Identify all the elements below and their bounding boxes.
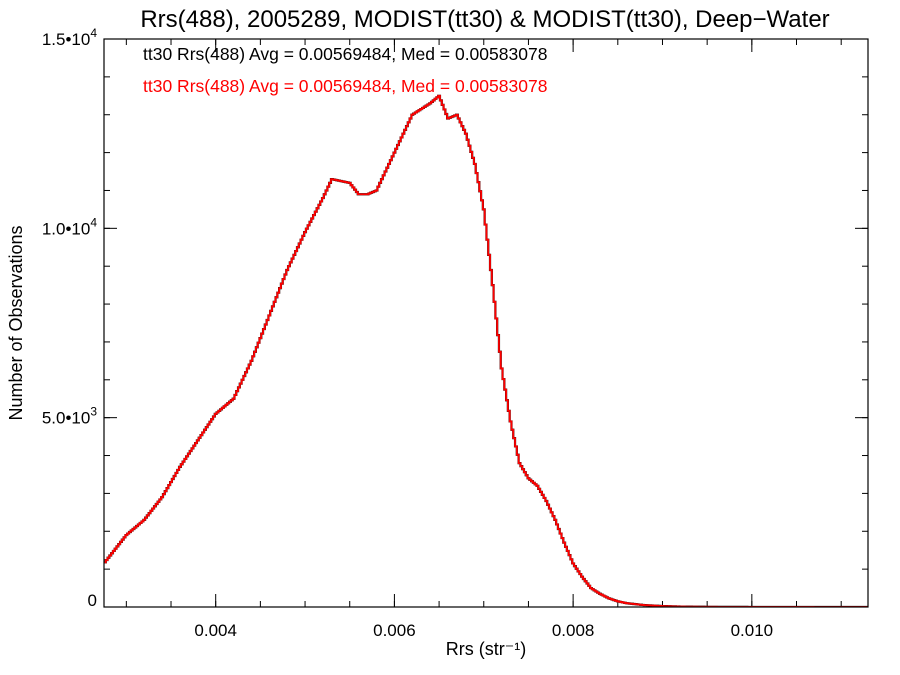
x-tick-label: 0.008	[552, 621, 595, 640]
y-tick-label: 5.0•103	[42, 405, 98, 428]
x-axis-label: Rrs (str⁻¹)	[446, 639, 526, 659]
y-axis-label: Number of Observations	[6, 225, 26, 420]
x-tick-label: 0.010	[731, 621, 774, 640]
legend-entry-2: tt30 Rrs(488) Avg = 0.00569484, Med = 0.…	[143, 76, 547, 96]
histogram-series-2	[104, 94, 868, 607]
axis-ticks: 0.004 0.006 0.008 0.010 0 5.0•103 1.0•104 1.5•1…	[42, 26, 868, 640]
chart-title: Rrs(488), 2005289, MODIST(tt30) & MODIST…	[140, 6, 829, 33]
y-tick-label: 0	[88, 591, 97, 610]
x-tick-label: 0.004	[194, 621, 237, 640]
x-tick-label: 0.006	[373, 621, 416, 640]
legend-entry-1: tt30 Rrs(488) Avg = 0.00569484, Med = 0.…	[143, 44, 547, 64]
plot-area	[104, 94, 868, 607]
y-tick-label: 1.0•104	[42, 215, 98, 238]
y-tick-label: 1.5•104	[42, 26, 98, 49]
plot-frame	[103, 38, 869, 608]
histogram-series-1	[104, 94, 868, 607]
